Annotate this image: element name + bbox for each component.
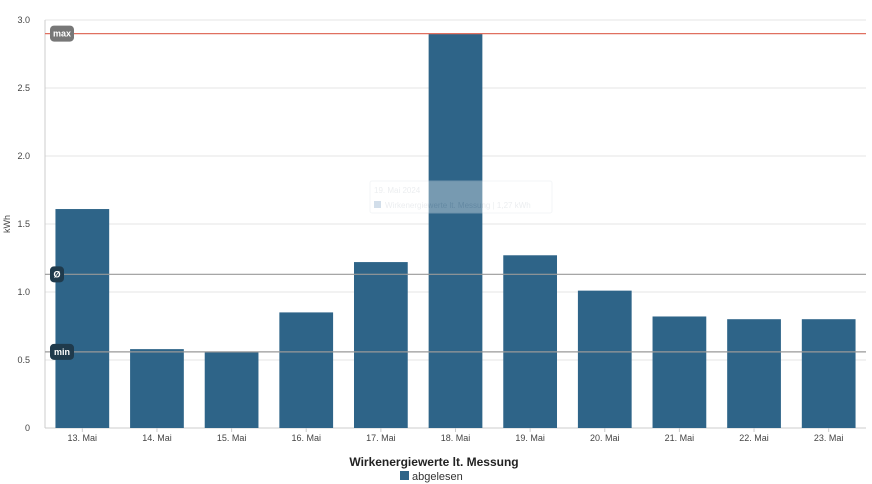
y-tick-label: 2.5 bbox=[17, 83, 30, 93]
legend-item-abgelesen[interactable]: abgelesen bbox=[412, 471, 463, 483]
tooltip: 19. Mai 2024 Wirkenergiewerte lt. Messun… bbox=[369, 180, 553, 214]
bar[interactable] bbox=[503, 255, 558, 428]
y-tick-label: 0.5 bbox=[17, 355, 30, 365]
bar[interactable] bbox=[204, 351, 259, 428]
x-tick-label: 21. Mai bbox=[665, 433, 695, 443]
y-tick-label: 1.0 bbox=[17, 287, 30, 297]
bar[interactable] bbox=[279, 312, 334, 428]
reference-badge bbox=[50, 25, 74, 42]
legend-title: Wirkenergiewerte lt. Messung bbox=[349, 455, 518, 469]
reference-badge-label: max bbox=[53, 29, 71, 39]
bar[interactable] bbox=[577, 290, 632, 428]
x-tick-label: 20. Mai bbox=[590, 433, 620, 443]
y-tick-label: 3.0 bbox=[17, 15, 30, 25]
tooltip-box bbox=[369, 180, 553, 214]
y-tick-label: 0 bbox=[25, 423, 30, 433]
bar[interactable] bbox=[130, 349, 184, 428]
bar[interactable] bbox=[353, 262, 408, 428]
x-tick-label: 22. Mai bbox=[739, 433, 769, 443]
x-tick-label: 13. Mai bbox=[68, 433, 98, 443]
tooltip-swatch bbox=[374, 201, 381, 208]
x-tick-label: 17. Mai bbox=[366, 433, 396, 443]
tooltip-value: Wirkenergiewerte lt. Messung | 1,27 kWh bbox=[385, 201, 531, 210]
reference-badge bbox=[50, 266, 64, 283]
y-axis: 0 0.5 1.0 1.5 2.0 2.5 3.0 bbox=[17, 15, 30, 433]
y-tick-label: 2.0 bbox=[17, 151, 30, 161]
x-axis: 13. Mai 14. Mai 15. Mai 16. Mai 17. Mai 18. M… bbox=[68, 428, 844, 443]
x-tick-label: 23. Mai bbox=[814, 433, 844, 443]
y-axis-label: kWh bbox=[2, 215, 12, 233]
x-tick-label: 19. Mai bbox=[515, 433, 545, 443]
reference-badge bbox=[50, 343, 74, 360]
tooltip-date: 19. Mai 2024 bbox=[374, 186, 421, 195]
bar[interactable] bbox=[727, 319, 781, 428]
bar[interactable] bbox=[55, 209, 110, 428]
bar[interactable] bbox=[801, 319, 856, 428]
reference-badge-label: min bbox=[54, 347, 70, 357]
legend-swatch[interactable] bbox=[400, 471, 409, 480]
y-tick-label: 1.5 bbox=[17, 219, 30, 229]
x-tick-label: 14. Mai bbox=[142, 433, 172, 443]
bar[interactable] bbox=[428, 33, 483, 428]
bar[interactable] bbox=[652, 316, 707, 428]
x-tick-label: 15. Mai bbox=[217, 433, 247, 443]
bars bbox=[55, 33, 856, 428]
reference-badge-label: Ø bbox=[53, 269, 60, 279]
x-tick-label: 16. Mai bbox=[291, 433, 321, 443]
x-tick-label: 18. Mai bbox=[441, 433, 471, 443]
